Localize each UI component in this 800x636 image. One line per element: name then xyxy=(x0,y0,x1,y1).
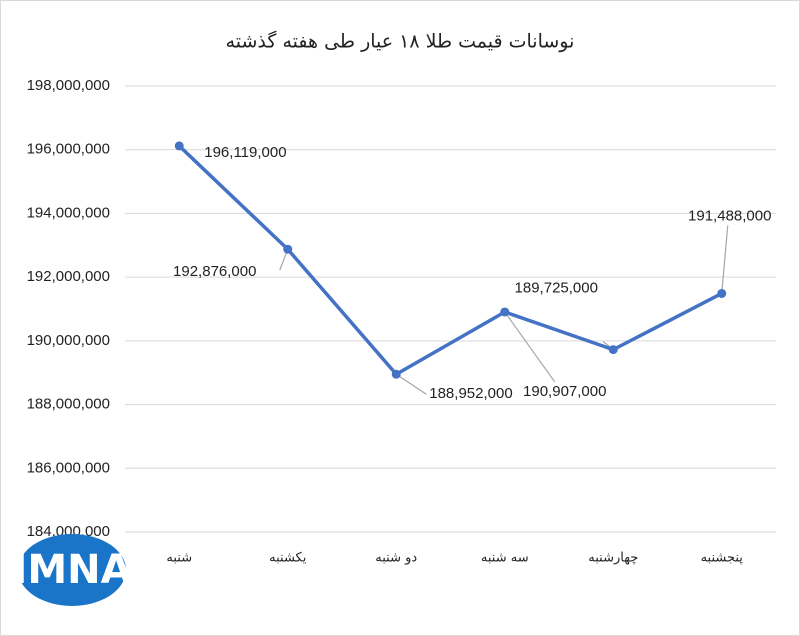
marker xyxy=(608,345,618,355)
y-tick-label: 188,000,000 xyxy=(27,396,110,413)
series-line xyxy=(178,144,723,376)
logo-text: IMNA xyxy=(12,547,131,593)
y-tick-label: 198,000,000 xyxy=(27,77,110,94)
leader-line xyxy=(721,225,729,294)
marker xyxy=(174,141,184,151)
y-tick-label: 190,000,000 xyxy=(27,332,110,349)
logo: IMNA xyxy=(12,534,132,606)
x-tick-label: شنبه xyxy=(166,551,192,566)
x-tick-label: دو شنبه xyxy=(375,551,417,566)
data-label: 196,119,000 xyxy=(204,144,286,161)
data-label: 192,876,000 xyxy=(173,263,256,280)
data-label: 189,725,000 xyxy=(515,280,598,297)
y-tick-label: 184,000,000 xyxy=(27,523,110,540)
x-tick-label: چهارشنبه xyxy=(588,551,638,566)
leader-line xyxy=(395,373,427,395)
y-tick-label: 192,000,000 xyxy=(27,268,110,285)
marker xyxy=(391,369,401,379)
data-label: 190,907,000 xyxy=(523,383,606,400)
y-tick-label: 186,000,000 xyxy=(27,459,110,476)
y-tick-label: 194,000,000 xyxy=(27,204,110,221)
marker xyxy=(717,288,727,298)
x-tick-label: یکشنبه xyxy=(269,551,307,566)
y-tick-label: 196,000,000 xyxy=(27,141,110,158)
chart-title: نوسانات قیمت طلا ۱۸ عیار طی هفته گذشته xyxy=(226,30,575,53)
x-tick-label: سه شنبه xyxy=(481,551,529,566)
marker xyxy=(500,307,510,317)
data-label: 191,488,000 xyxy=(688,207,771,224)
data-label: 188,952,000 xyxy=(429,385,512,402)
leader-line xyxy=(504,311,556,383)
marker xyxy=(283,244,293,254)
x-tick-label: پنجشنبه xyxy=(701,551,744,566)
logo-shape xyxy=(18,534,126,606)
